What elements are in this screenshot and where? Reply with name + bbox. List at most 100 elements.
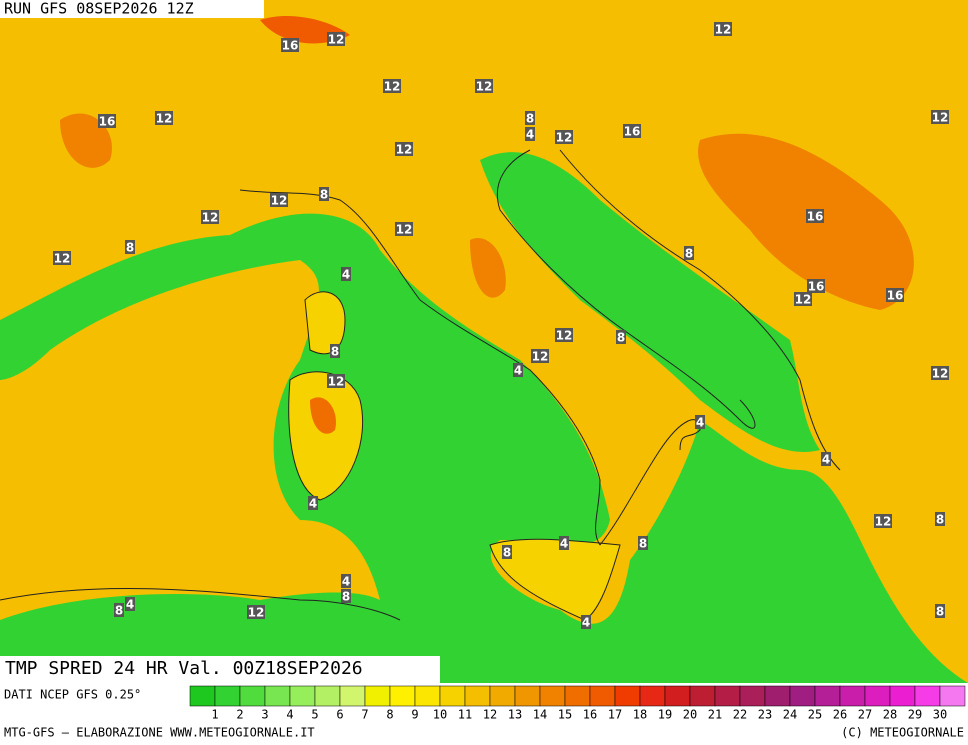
contour-label-box [114, 603, 124, 617]
contour-label-box [555, 328, 573, 342]
contour-label: 8 [685, 247, 693, 261]
contour-label-box [806, 209, 824, 223]
contour-label-box [931, 110, 949, 124]
contour-label: 8 [526, 112, 534, 126]
legend-swatch [364, 685, 391, 707]
contour-label: 8 [331, 345, 339, 359]
legend-tick-label: 3 [261, 708, 268, 722]
contour-label-box [125, 240, 135, 254]
legend-tick-label: 14 [533, 708, 547, 722]
legend-tick-label: 1 [211, 708, 218, 722]
legend-swatch [789, 685, 816, 707]
contour-label: 12 [54, 252, 71, 266]
legend-swatch [864, 685, 891, 707]
legend-tick-label: 7 [361, 708, 368, 722]
contour-label-box [281, 38, 299, 52]
legend-swatch [839, 685, 866, 707]
contour-label: 12 [556, 329, 573, 343]
contour-label-box [638, 536, 648, 550]
legend-swatch [564, 685, 591, 707]
legend-swatch [514, 685, 541, 707]
legend-swatch [214, 685, 241, 707]
legend-tick-label: 16 [583, 708, 597, 722]
legend-swatch [814, 685, 841, 707]
legend-swatch [264, 685, 291, 707]
contour-label-box [247, 605, 265, 619]
contour-label: 8 [617, 331, 625, 345]
contour-label: 12 [476, 80, 493, 94]
contour-label: 16 [807, 210, 824, 224]
contour-label-box [935, 512, 945, 526]
contour-label: 12 [384, 80, 401, 94]
contour-label-box [513, 363, 523, 377]
legend-swatch [639, 685, 666, 707]
contour-label-box [623, 124, 641, 138]
legend-tick-label: 12 [483, 708, 497, 722]
legend-tick-label: 11 [458, 708, 472, 722]
contour-label: 4 [309, 497, 317, 511]
legend-swatch [939, 685, 966, 707]
contour-label: 4 [514, 364, 522, 378]
contour-label-box [98, 114, 116, 128]
legend-swatch [189, 685, 216, 707]
legend-swatch [589, 685, 616, 707]
contour-label: 8 [320, 188, 328, 202]
legend-swatch [289, 685, 316, 707]
legend-swatch [339, 685, 366, 707]
contour-label-box [531, 349, 549, 363]
contour-label: 12 [271, 194, 288, 208]
contour-label-box [616, 330, 626, 344]
contour-label: 12 [328, 33, 345, 47]
contour-label: 16 [99, 115, 116, 129]
contour-label: 12 [248, 606, 265, 620]
contour-label: 12 [932, 367, 949, 381]
contour-label: 16 [624, 125, 641, 139]
contour-label-box [319, 187, 329, 201]
copyright: (C) METEOGIORNALE [841, 726, 964, 740]
legend-swatch [714, 685, 741, 707]
contour-label: 16 [282, 39, 299, 53]
legend-tick-label: 28 [883, 708, 897, 722]
legend-swatch [664, 685, 691, 707]
legend-swatch [764, 685, 791, 707]
legend-tick-label: 29 [908, 708, 922, 722]
contour-label-box [581, 615, 591, 629]
legend-swatch [464, 685, 491, 707]
legend-tick-label: 25 [808, 708, 822, 722]
contour-label-box [330, 344, 340, 358]
legend-tick-label: 19 [658, 708, 672, 722]
contour-label: 12 [156, 112, 173, 126]
legend-swatch [439, 685, 466, 707]
contour-label-box [201, 210, 219, 224]
legend-tick-label: 2 [236, 708, 243, 722]
contour-label-box [308, 496, 318, 510]
contour-label-box [525, 111, 535, 125]
header-box [0, 0, 264, 18]
legend-swatch [614, 685, 641, 707]
legend-tick-label: 21 [708, 708, 722, 722]
contour-label-box [341, 267, 351, 281]
contour-label-box [794, 292, 812, 306]
credit: MTG-GFS — ELABORAZIONE WWW.METEOGIORNALE… [4, 726, 315, 740]
contour-label-box [931, 366, 949, 380]
contour-label-box [395, 142, 413, 156]
legend-tick-label: 27 [858, 708, 872, 722]
source: DATI NCEP GFS 0.25° [4, 688, 141, 702]
contour-label-box [714, 22, 732, 36]
contour-label-box [53, 251, 71, 265]
contour-label-box [155, 111, 173, 125]
contour-label-box [807, 279, 825, 293]
legend-swatch [914, 685, 941, 707]
legend-swatch [489, 685, 516, 707]
field-box [0, 656, 440, 683]
contour-label: 8 [503, 546, 511, 560]
contour-label: 16 [808, 280, 825, 294]
legend-swatch [739, 685, 766, 707]
legend-tick-label: 24 [783, 708, 797, 722]
legend-tick-label: 30 [933, 708, 947, 722]
contour-label-box [383, 79, 401, 93]
contour-label-box [684, 246, 694, 260]
legend-tick-label: 5 [311, 708, 318, 722]
contour-label: 8 [639, 537, 647, 551]
